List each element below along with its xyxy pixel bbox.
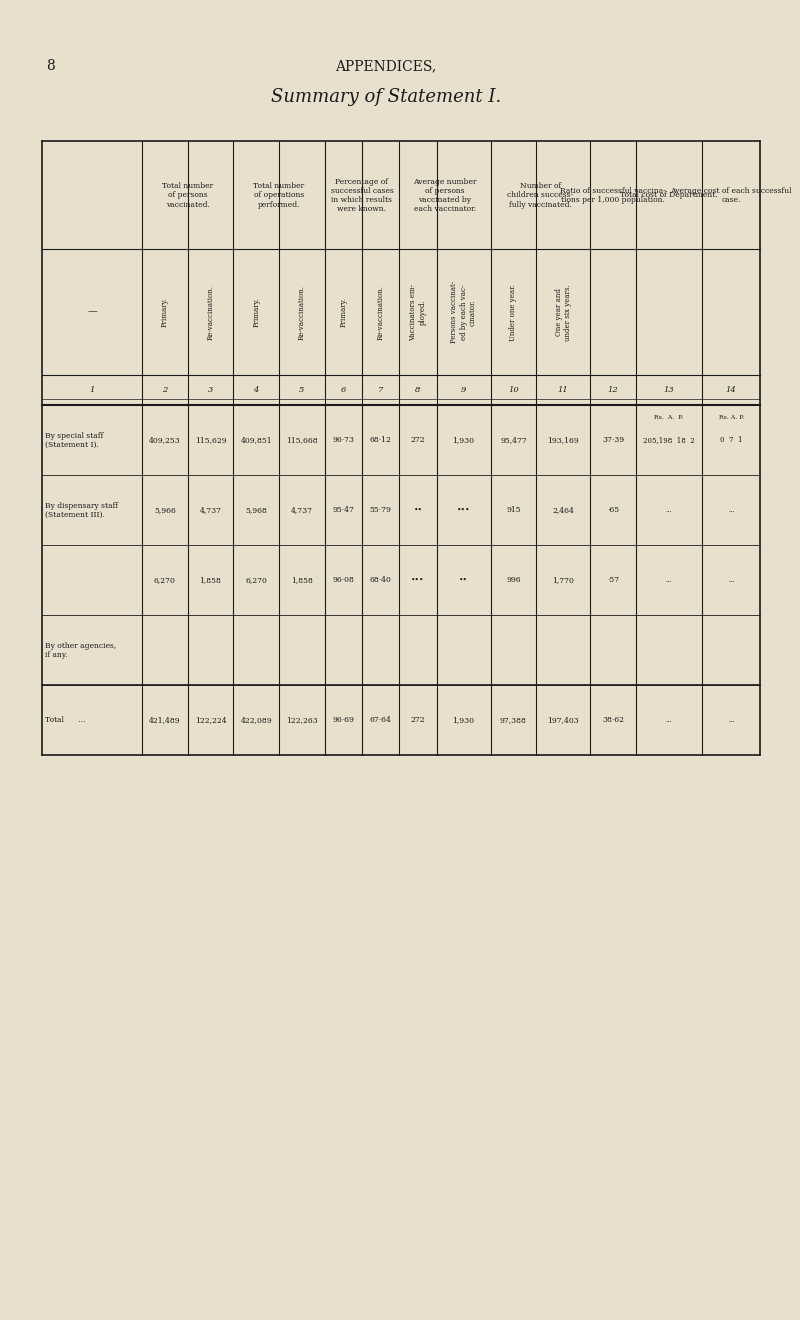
Text: Re-vaccination.: Re-vaccination. xyxy=(298,285,306,339)
Text: 4,737: 4,737 xyxy=(290,506,313,515)
Text: ...: ... xyxy=(728,506,734,515)
Text: 421,489: 421,489 xyxy=(149,715,181,725)
Text: APPENDICES,: APPENDICES, xyxy=(335,59,437,74)
Text: ••: •• xyxy=(459,576,468,585)
Text: Total      ...: Total ... xyxy=(45,715,85,725)
Text: 1: 1 xyxy=(90,385,95,395)
Text: 5,966: 5,966 xyxy=(154,506,176,515)
Text: 11: 11 xyxy=(558,385,569,395)
Text: Number of
children success-
fully vaccinated.: Number of children success- fully vaccin… xyxy=(507,182,574,209)
Text: Average number
of persons
vaccinated by
each vaccinator.: Average number of persons vaccinated by … xyxy=(413,178,477,213)
Text: 409,253: 409,253 xyxy=(149,436,181,445)
Text: 122,224: 122,224 xyxy=(194,715,226,725)
Text: 193,169: 193,169 xyxy=(547,436,579,445)
Text: —: — xyxy=(87,308,97,317)
Text: 6,270: 6,270 xyxy=(154,576,176,585)
Text: 115,668: 115,668 xyxy=(286,436,318,445)
Text: 12: 12 xyxy=(608,385,618,395)
Text: Total cost of Department.: Total cost of Department. xyxy=(620,191,718,199)
Text: Under one year.: Under one year. xyxy=(510,284,518,341)
Text: ·57: ·57 xyxy=(607,576,619,585)
Text: Re-vaccination.: Re-vaccination. xyxy=(377,285,385,339)
Text: 68·12: 68·12 xyxy=(370,436,391,445)
Text: 4: 4 xyxy=(254,385,259,395)
Text: 0  7  1: 0 7 1 xyxy=(720,436,742,445)
Text: ...: ... xyxy=(666,715,672,725)
Text: 1,858: 1,858 xyxy=(199,576,222,585)
Text: 38·62: 38·62 xyxy=(602,715,624,725)
Text: Total number
of operations
performed.: Total number of operations performed. xyxy=(254,182,305,209)
Text: Vaccinators em-
ployed.: Vaccinators em- ployed. xyxy=(410,284,426,341)
Text: Percentage of
successful cases
in which results
were known.: Percentage of successful cases in which … xyxy=(330,178,394,213)
Text: Average cost of each successful
case.: Average cost of each successful case. xyxy=(670,186,792,205)
Text: 10: 10 xyxy=(508,385,518,395)
Text: 422,089: 422,089 xyxy=(240,715,272,725)
Text: 13: 13 xyxy=(664,385,674,395)
Text: 1,858: 1,858 xyxy=(291,576,313,585)
Text: 272: 272 xyxy=(410,436,426,445)
Text: 1,930: 1,930 xyxy=(453,436,474,445)
Text: 272: 272 xyxy=(410,715,426,725)
Text: By special staff
(Statement I).: By special staff (Statement I). xyxy=(45,432,103,449)
Text: Primary.: Primary. xyxy=(161,297,169,327)
Text: ...: ... xyxy=(666,506,672,515)
Text: 7: 7 xyxy=(378,385,383,395)
Text: 6: 6 xyxy=(341,385,346,395)
Text: Rs. A. P.: Rs. A. P. xyxy=(718,416,744,420)
Text: 915: 915 xyxy=(506,506,521,515)
Text: 68·40: 68·40 xyxy=(370,576,391,585)
Text: ·65: ·65 xyxy=(607,506,619,515)
Text: •••: ••• xyxy=(411,576,425,585)
Text: ••: •• xyxy=(414,506,422,515)
Text: •••: ••• xyxy=(457,506,470,515)
Text: 97,388: 97,388 xyxy=(500,715,527,725)
Text: 197,403: 197,403 xyxy=(547,715,579,725)
Text: 205,198  18  2: 205,198 18 2 xyxy=(643,436,695,445)
Text: 409,851: 409,851 xyxy=(240,436,272,445)
Text: 122,263: 122,263 xyxy=(286,715,318,725)
Text: 2,464: 2,464 xyxy=(552,506,574,515)
Text: ...: ... xyxy=(728,715,734,725)
Text: 95,477: 95,477 xyxy=(500,436,526,445)
Text: Re-vaccination.: Re-vaccination. xyxy=(206,285,214,339)
Text: 96·73: 96·73 xyxy=(332,436,354,445)
Text: Primary.: Primary. xyxy=(339,297,347,327)
Text: One year and
under six years.: One year and under six years. xyxy=(554,284,572,341)
Text: 96·69: 96·69 xyxy=(332,715,354,725)
Text: ...: ... xyxy=(666,576,672,585)
Text: 55·79: 55·79 xyxy=(370,506,391,515)
Text: Summary of Statement I.: Summary of Statement I. xyxy=(271,88,501,107)
Text: 67·64: 67·64 xyxy=(370,715,391,725)
Text: 1,930: 1,930 xyxy=(453,715,474,725)
Text: Persons vaccinat-
ed by each vac-
cinator.: Persons vaccinat- ed by each vac- cinato… xyxy=(450,281,477,343)
Text: By dispensary staff
(Statement III).: By dispensary staff (Statement III). xyxy=(45,502,118,519)
Text: 3: 3 xyxy=(208,385,213,395)
Text: 996: 996 xyxy=(506,576,521,585)
Text: Total number
of persons
vaccinated.: Total number of persons vaccinated. xyxy=(162,182,214,209)
Text: 14: 14 xyxy=(726,385,737,395)
Text: ...: ... xyxy=(728,576,734,585)
Text: By other agencies,
if any.: By other agencies, if any. xyxy=(45,642,116,659)
Text: Rs.  A.  P.: Rs. A. P. xyxy=(654,416,684,420)
Text: 8: 8 xyxy=(415,385,421,395)
Text: 4,737: 4,737 xyxy=(199,506,222,515)
Text: 96·08: 96·08 xyxy=(332,576,354,585)
Text: 115,629: 115,629 xyxy=(194,436,226,445)
Text: 6,270: 6,270 xyxy=(246,576,267,585)
Text: 5,968: 5,968 xyxy=(246,506,267,515)
Text: 2: 2 xyxy=(162,385,167,395)
Text: Ratio of successful vaccina-
tions per 1,000 population.: Ratio of successful vaccina- tions per 1… xyxy=(560,186,666,205)
Text: 8: 8 xyxy=(46,59,55,74)
Text: 9: 9 xyxy=(461,385,466,395)
Text: 95·47: 95·47 xyxy=(332,506,354,515)
Text: 5: 5 xyxy=(299,385,305,395)
Text: 1,770: 1,770 xyxy=(552,576,574,585)
Text: Primary.: Primary. xyxy=(252,297,260,327)
Text: 37·39: 37·39 xyxy=(602,436,624,445)
